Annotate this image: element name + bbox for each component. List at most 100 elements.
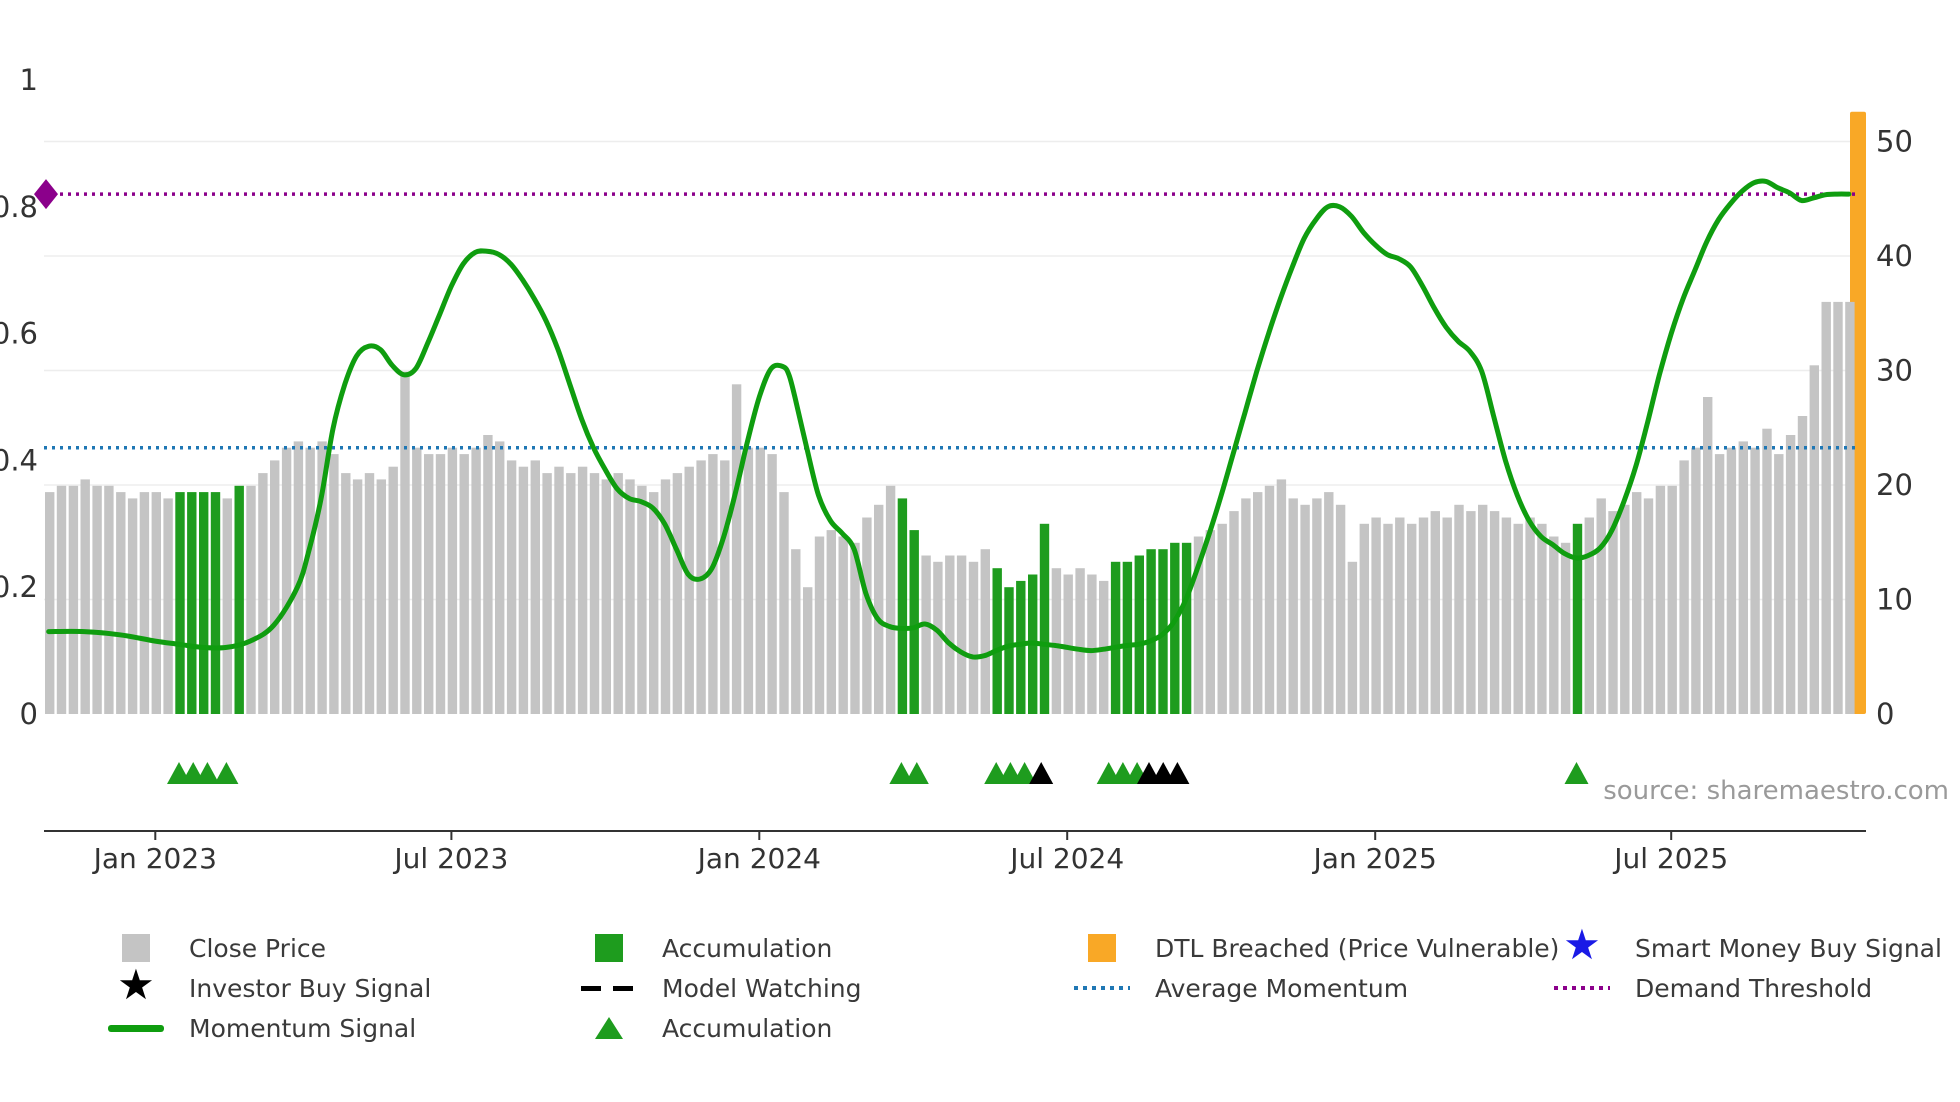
legend-label: Average Momentum bbox=[1155, 973, 1409, 1003]
close-price-bar bbox=[1395, 517, 1405, 714]
close-price-bar bbox=[1608, 511, 1618, 714]
price-momentum-chart: 0 0.2 0.4 0.6 0.8 1 0 10 20 30 40 50 Jan 2023 Jul 202… bbox=[0, 63, 1913, 875]
close-price-bar bbox=[625, 479, 635, 714]
close-price-bar bbox=[1620, 504, 1630, 714]
close-price-bar bbox=[1833, 301, 1843, 714]
close-price-bar bbox=[1300, 504, 1310, 714]
x-axis-tick-label: Jul 2024 bbox=[1008, 842, 1124, 875]
x-axis-tick-label: Jul 2023 bbox=[392, 842, 508, 875]
triangle-swatch-icon bbox=[574, 1017, 644, 1039]
legend-item-dtl-breached: DTL Breached (Price Vulnerable) bbox=[1067, 930, 1559, 966]
y-axis-right-tick-label: 50 bbox=[1876, 125, 1913, 159]
accumulation-bar bbox=[1039, 523, 1050, 714]
accumulation-bar bbox=[1146, 549, 1156, 714]
close-price-bar bbox=[1750, 447, 1760, 714]
close-price-bar bbox=[1347, 561, 1358, 714]
accumulation-bar bbox=[1122, 561, 1133, 714]
close-price-bar bbox=[1383, 523, 1393, 714]
close-price-bar bbox=[163, 498, 173, 714]
star-swatch-icon: ★ bbox=[117, 960, 155, 1009]
y-axis-right-tick-label: 10 bbox=[1876, 583, 1913, 617]
close-price-bar bbox=[743, 447, 754, 714]
accumulation-triangle-marker bbox=[1564, 762, 1589, 784]
accumulation-bar bbox=[1572, 523, 1583, 714]
legend-label: Investor Buy Signal bbox=[189, 973, 432, 1003]
close-price-bar bbox=[1241, 498, 1251, 714]
y-axis-right-tick-label: 0 bbox=[1876, 697, 1894, 731]
accumulation-triangle-marker bbox=[889, 762, 914, 784]
close-price-bar bbox=[459, 454, 469, 714]
close-price-bar bbox=[660, 479, 671, 714]
close-price-bar bbox=[542, 473, 552, 714]
close-price-bar bbox=[1288, 498, 1298, 714]
close-price-bar bbox=[1087, 574, 1097, 714]
close-price-bar bbox=[1714, 454, 1725, 714]
close-price-bar bbox=[341, 473, 351, 714]
close-price-bar bbox=[483, 435, 493, 714]
y-axis-right-tick-label: 40 bbox=[1876, 239, 1913, 273]
close-price-bar bbox=[1359, 523, 1369, 714]
legend-item-close-price: Close Price bbox=[101, 930, 326, 966]
x-axis-tick-label: Jul 2025 bbox=[1612, 842, 1728, 875]
legend-item-smart-money-buy-signal: ★ Smart Money Buy Signal bbox=[1547, 924, 1942, 966]
close-price-bar bbox=[779, 492, 789, 714]
close-price-bar bbox=[412, 447, 422, 714]
y-axis-left-tick-label: 1 bbox=[20, 63, 38, 97]
close-price-bar bbox=[400, 371, 410, 714]
close-price-bar bbox=[613, 473, 623, 714]
close-price-bar bbox=[874, 504, 884, 714]
accumulation-bar bbox=[1110, 561, 1121, 714]
y-axis-left-tick-label: 0.4 bbox=[0, 443, 38, 477]
close-price-bar bbox=[1691, 447, 1701, 714]
accumulation-bar bbox=[1134, 555, 1144, 714]
close-price-bar bbox=[1063, 574, 1073, 714]
close-price-bar bbox=[968, 561, 979, 714]
close-price-bar bbox=[1335, 504, 1346, 714]
close-price-bar bbox=[127, 498, 138, 714]
close-price-bar bbox=[1407, 523, 1417, 714]
close-price-bar bbox=[1264, 485, 1275, 714]
y-axis-left-tick-label: 0 bbox=[20, 697, 38, 731]
legend-label: Accumulation bbox=[662, 1013, 833, 1043]
solid-swatch-icon bbox=[101, 1024, 171, 1032]
close-price-bar bbox=[56, 485, 67, 714]
y-axis-left-tick-label: 0.2 bbox=[0, 570, 38, 604]
close-price-bar bbox=[246, 485, 256, 714]
close-price-bar bbox=[45, 492, 55, 714]
close-price-bar bbox=[506, 460, 517, 714]
close-price-bar bbox=[1454, 504, 1464, 714]
close-price-bar bbox=[566, 473, 576, 714]
x-axis-tick-label: Jan 2023 bbox=[92, 842, 217, 875]
close-price-bar bbox=[388, 466, 398, 714]
legend-label: Close Price bbox=[189, 933, 327, 963]
accumulation-triangle-marker bbox=[195, 762, 220, 784]
close-price-bar bbox=[1584, 517, 1594, 714]
close-price-bar bbox=[1442, 517, 1452, 714]
close-price-bar bbox=[1312, 498, 1322, 714]
close-price-bar bbox=[814, 536, 825, 714]
close-price-bar bbox=[1762, 428, 1772, 714]
close-price-bar bbox=[554, 466, 564, 714]
close-price-bar bbox=[1478, 504, 1488, 714]
close-price-bar bbox=[933, 561, 943, 714]
momentum-signal-line bbox=[46, 178, 1852, 660]
accumulation-bar bbox=[199, 492, 209, 714]
y-axis-left-tick-label: 0.8 bbox=[0, 190, 38, 224]
close-price-bar bbox=[696, 460, 706, 714]
y-axis-left-tick-label: 0.6 bbox=[0, 317, 38, 351]
close-price-bar bbox=[684, 466, 694, 714]
close-price-bar bbox=[1253, 492, 1263, 714]
close-price-bar bbox=[1229, 511, 1239, 714]
x-axis-tick-label: Jan 2025 bbox=[1312, 842, 1437, 875]
close-price-bar bbox=[1051, 568, 1062, 714]
close-price-bar bbox=[1809, 365, 1819, 714]
accumulation-bar bbox=[909, 530, 919, 714]
close-price-bar bbox=[862, 517, 872, 714]
legend-item-investor-buy-signal: ★ Investor Buy Signal bbox=[101, 960, 432, 1009]
close-price-bar bbox=[1785, 435, 1796, 714]
close-price-bar bbox=[649, 492, 659, 714]
accumulation-bar bbox=[1004, 587, 1014, 714]
accumulation-triangle-marker bbox=[214, 762, 239, 784]
close-price-bar bbox=[1643, 498, 1654, 714]
close-price-bar bbox=[518, 466, 529, 714]
